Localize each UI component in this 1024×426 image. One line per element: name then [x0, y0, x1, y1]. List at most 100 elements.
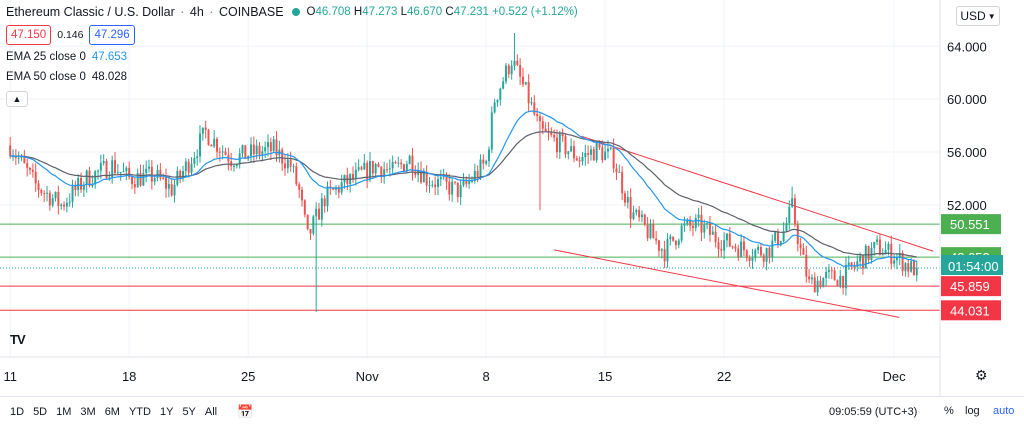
level-label-box — [941, 276, 1001, 297]
candle-body — [567, 151, 570, 155]
candle-body — [451, 181, 454, 195]
candle-body — [640, 214, 643, 218]
candle-body — [558, 133, 561, 153]
timeframe-5y[interactable]: 5Y — [182, 405, 196, 418]
candle-body — [482, 159, 485, 164]
candle-body — [159, 169, 162, 178]
date-range-icon[interactable]: 📅 — [237, 403, 254, 419]
clock-time[interactable]: 09:05:59 (UTC+3) — [829, 406, 918, 418]
time-tick-label: 18 — [122, 369, 136, 384]
candle-body — [366, 162, 369, 180]
candle-body — [533, 102, 536, 115]
candle-body — [94, 171, 97, 185]
collapse-legend-button[interactable]: ▲ — [6, 91, 28, 107]
candle-body — [819, 280, 822, 288]
candle-body — [125, 167, 128, 172]
candle-body — [793, 198, 796, 225]
candle-body — [31, 169, 34, 172]
log-toggle[interactable]: log — [965, 405, 980, 417]
candle-body — [861, 255, 864, 269]
time-axis[interactable]: 11 18 25 Nov 8 15 22 Dec — [3, 369, 906, 384]
interval-label[interactable]: 4h — [189, 5, 204, 19]
candle-body — [377, 164, 380, 167]
candle-body — [898, 252, 901, 258]
candle-body — [768, 247, 771, 257]
gear-icon[interactable]: ⚙ — [975, 367, 988, 383]
candle-body — [502, 81, 505, 89]
candle-body — [618, 171, 621, 173]
buy-price-button[interactable]: 47.296 — [89, 25, 135, 45]
candle-body — [490, 112, 493, 150]
candle-body — [408, 155, 411, 164]
timeframe-5d[interactable]: 5D — [33, 405, 48, 418]
price-axis[interactable]: 64.00060.00056.00052.00050.55148.05345.8… — [941, 39, 1003, 321]
candle-body — [859, 255, 862, 262]
candle-body — [779, 241, 782, 246]
timeframe-all[interactable]: All — [204, 405, 218, 418]
candle-body — [745, 250, 748, 258]
candle-body — [700, 214, 703, 233]
sell-price-button[interactable]: 47.150 — [6, 25, 52, 45]
countdown-box — [941, 255, 1003, 276]
symbol-name[interactable]: Ethereum Classic / U.S. Dollar — [6, 5, 175, 19]
candle-body — [844, 264, 847, 289]
candle-body — [561, 133, 564, 137]
candle-body — [887, 243, 890, 250]
candle-body — [448, 181, 451, 195]
candle-body — [122, 171, 125, 173]
candle-body — [456, 182, 459, 198]
candle-body — [184, 161, 187, 171]
candle-body — [870, 247, 873, 260]
candle-body — [162, 177, 165, 179]
candle-body — [80, 178, 83, 190]
auto-toggle[interactable]: auto — [993, 405, 1015, 417]
candle-body — [264, 147, 267, 152]
bottom-toolbar: 1D 5D 1M 3M 6M YTD 1Y 5Y All 📅 09:05:59 (UTC+3) … — [0, 396, 1024, 426]
timeframe-1m[interactable]: 1M — [56, 405, 72, 418]
candle-body — [218, 151, 221, 153]
candle-body — [510, 65, 513, 75]
candle-body — [363, 162, 366, 170]
candle-body — [233, 165, 235, 167]
ema25-legend[interactable]: EMA 25 close 0 47.653 — [6, 49, 578, 65]
timeframe-1y[interactable]: 1Y — [159, 405, 174, 418]
candle-body — [320, 198, 323, 220]
candle-body — [754, 249, 757, 258]
timeframe-6m[interactable]: 6M — [104, 405, 120, 418]
currency-button[interactable]: USD ▼ — [956, 6, 1000, 26]
candle-body — [686, 219, 689, 224]
candle-body — [788, 206, 791, 224]
level-label-box — [941, 214, 1001, 235]
candle-body — [581, 157, 584, 162]
price-chart[interactable]: 64.00060.00056.00052.00050.55148.05345.8… — [0, 0, 1024, 396]
candle-body — [179, 170, 182, 177]
candle-body — [326, 186, 329, 207]
candle-body — [354, 169, 357, 179]
candle-body — [725, 233, 728, 241]
candle-body — [9, 145, 12, 157]
channel-line — [554, 249, 900, 318]
candle-body — [714, 231, 717, 243]
ema50-legend[interactable]: EMA 50 close 0 48.028 — [6, 69, 578, 85]
candle-body — [485, 161, 488, 164]
timeframe-3m[interactable]: 3M — [80, 405, 96, 418]
candle-body — [419, 170, 422, 183]
timeframe-ytd[interactable]: YTD — [128, 405, 151, 418]
chevron-up-icon: ▲ — [12, 94, 22, 104]
level-label: 50.551 — [950, 217, 990, 232]
candle-body — [216, 138, 219, 152]
candle-body — [221, 151, 224, 153]
candle-body — [737, 248, 740, 258]
candle-body — [244, 145, 247, 159]
candle-body — [187, 161, 190, 173]
time-tick-label: 22 — [717, 369, 731, 384]
candle-body — [604, 151, 607, 161]
candle-body — [691, 225, 694, 229]
candle-body — [142, 173, 145, 186]
candle-body — [298, 184, 301, 190]
candle-body — [802, 248, 805, 255]
candle-body — [609, 147, 612, 149]
percent-toggle[interactable]: % — [944, 405, 954, 417]
timeframe-1d[interactable]: 1D — [10, 405, 25, 418]
candle-body — [822, 278, 825, 288]
